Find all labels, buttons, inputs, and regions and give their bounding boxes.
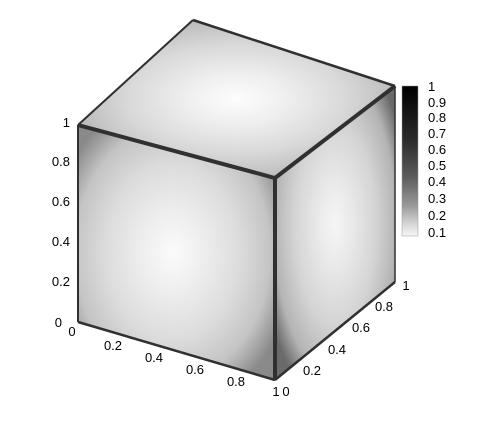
cube-face-top (78, 20, 395, 178)
cube-edges (77, 18, 397, 382)
colorbar-tick-label: 0.4 (428, 174, 446, 189)
x-tick-label: 0.6 (186, 362, 204, 377)
colorbar-tick-label: 0.1 (428, 225, 446, 240)
y-tick-label: 0.8 (375, 299, 393, 314)
colorbar-tick-labels: 1 0.9 0.8 0.7 0.6 0.5 0.4 0.3 0.2 0.1 (428, 79, 446, 240)
x-axis-tick-labels: 0 0.2 0.4 0.6 0.8 1 (68, 324, 279, 399)
z-tick-label: 0 (55, 315, 62, 330)
x-tick-label: 1 (272, 384, 279, 399)
cube-face-front (78, 125, 275, 380)
colorbar-tick-label: 0.6 (428, 142, 446, 157)
z-axis-tick-labels: 1 0.8 0.6 0.4 0.2 0 (52, 115, 70, 330)
y-tick-label: 1 (402, 278, 409, 293)
colorbar-tick-label: 0.2 (428, 208, 446, 223)
x-tick-label: 0.2 (104, 338, 122, 353)
colorbar-tick-label: 0.7 (428, 126, 446, 141)
x-tick-label: 0.4 (145, 350, 163, 365)
y-tick-label: 0.2 (303, 363, 321, 378)
y-tick-label: 0.4 (328, 342, 346, 357)
colorbar: 1 0.9 0.8 0.7 0.6 0.5 0.4 0.3 0.2 0.1 (401, 79, 446, 240)
z-tick-label: 1 (63, 115, 70, 130)
colorbar-tick-label: 0.5 (428, 158, 446, 173)
x-tick-label: 0 (68, 324, 75, 339)
colorbar-tick-label: 0.9 (428, 95, 446, 110)
z-tick-label: 0.8 (52, 154, 70, 169)
y-tick-label: 0.6 (352, 320, 370, 335)
colorbar-tick-label: 0.3 (428, 191, 446, 206)
colorbar-tick-label: 1 (428, 79, 435, 94)
y-tick-label: 0 (282, 384, 289, 399)
colorbar-gradient (401, 85, 419, 237)
z-tick-label: 0.4 (52, 234, 70, 249)
z-tick-label: 0.2 (52, 274, 70, 289)
y-axis-tick-labels: 0 0.2 0.4 0.6 0.8 1 (282, 278, 409, 399)
colorbar-tick-label: 0.8 (428, 110, 446, 125)
z-tick-label: 0.6 (52, 194, 70, 209)
x-tick-label: 0.8 (227, 374, 245, 389)
